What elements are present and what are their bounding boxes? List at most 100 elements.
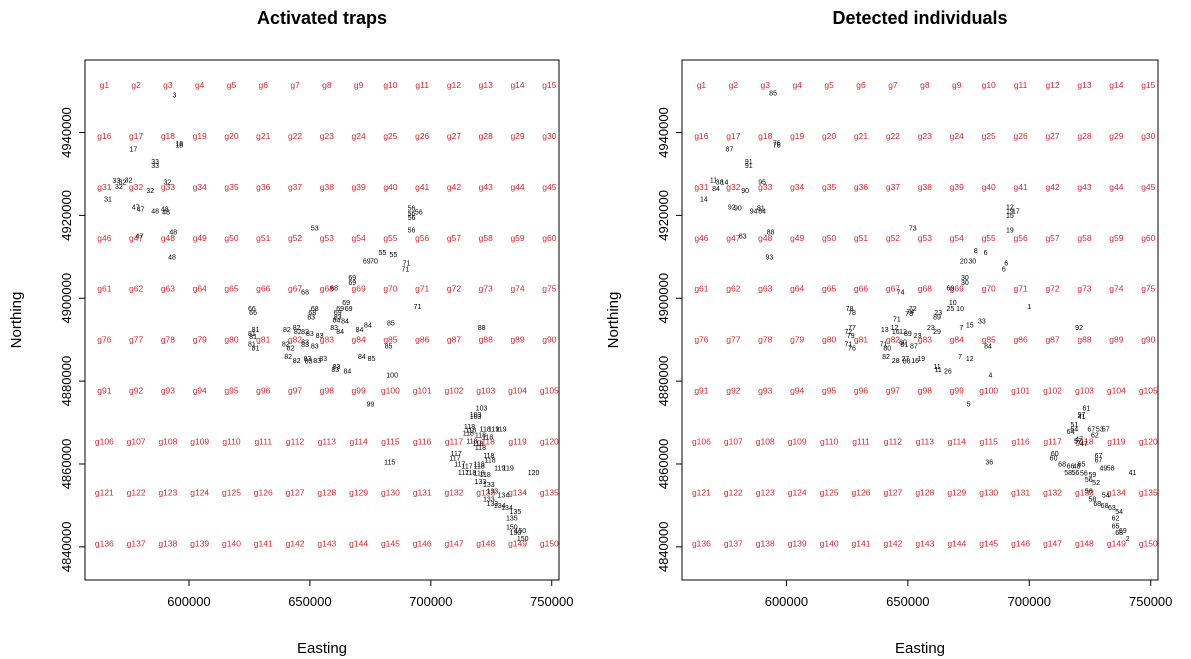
grid-cell-label: g103	[476, 386, 495, 396]
grid-cell-label: g20	[822, 131, 836, 141]
point-label: 71	[414, 304, 422, 311]
point-label: 119	[488, 426, 499, 433]
grid-cell-label: g60	[542, 233, 556, 243]
grid-cell-label: g106	[692, 437, 711, 447]
grid-cell-label: g100	[979, 386, 998, 396]
point-label: 47	[132, 205, 140, 212]
grid-cell-label: g9	[354, 80, 364, 90]
point-label: 103	[470, 414, 482, 421]
point-label: 17	[1012, 209, 1020, 216]
point-label: 41	[1129, 470, 1137, 477]
grid-cell-label: g129	[947, 488, 966, 498]
grid-cell-label: g26	[415, 131, 429, 141]
grid-cell-label: g85	[982, 335, 996, 345]
grid-cell-label: g104	[508, 386, 527, 396]
point-label: 83	[304, 356, 312, 363]
point-label: 69	[334, 310, 342, 317]
grid-cell-label: g81	[854, 335, 868, 345]
grid-cell-label: g83	[918, 335, 932, 345]
y-tick-label: 4840000	[59, 522, 74, 573]
point-label: 95	[758, 180, 766, 187]
point-label: 48	[169, 229, 177, 236]
point-label: 23	[927, 325, 935, 332]
grid-cell-label: g96	[854, 386, 868, 396]
grid-cell-label: g7	[290, 80, 300, 90]
grid-cell-label: g25	[982, 131, 996, 141]
point-label: 117	[449, 455, 460, 462]
grid-cell-label: g17	[726, 131, 740, 141]
y-tick-label: 4940000	[59, 107, 74, 158]
point-label: 58	[1064, 470, 1072, 477]
grid-cell-label: g100	[381, 386, 400, 396]
grid-cell-label: g52	[288, 233, 302, 243]
point-label: 19	[917, 356, 925, 363]
grid-cell-label: g95	[224, 386, 238, 396]
point-label: 134	[501, 505, 513, 512]
point-label: 23	[934, 310, 942, 317]
grid-cell-label: g45	[1141, 182, 1155, 192]
grid-cell-label: g84	[352, 335, 366, 345]
grid-cell-label: g76	[694, 335, 708, 345]
grid-cell-label: g93	[758, 386, 772, 396]
point-label: 69	[342, 300, 350, 307]
point-label: 56	[1072, 470, 1080, 477]
point-label: 134	[498, 493, 510, 500]
point-label: 100	[386, 372, 398, 379]
point-label: 76	[773, 142, 781, 149]
point-label: 54	[1102, 493, 1110, 500]
point-label: 69	[348, 280, 356, 287]
point-label: 87	[725, 147, 733, 154]
grid-cell-label: g4	[792, 80, 802, 90]
point-label: 118	[475, 445, 486, 452]
point-label: 80	[883, 345, 891, 352]
point-label: 48	[162, 210, 170, 217]
point-label: 83	[307, 314, 315, 321]
grid-cell-label: g137	[127, 539, 146, 549]
grid-cell-label: g123	[158, 488, 177, 498]
grid-cell-label: g57	[1045, 233, 1059, 243]
grid-cell-label: g48	[758, 233, 772, 243]
grid-cell-label: g65	[822, 284, 836, 294]
grid-cell-label: g108	[158, 437, 177, 447]
point-label: 133	[487, 501, 499, 508]
point-label: 118	[474, 471, 485, 478]
grid-cell-label: g124	[190, 488, 209, 498]
point-label: 64	[1070, 426, 1078, 433]
point-label: 30	[961, 275, 969, 282]
grid-cell-label: g89	[1109, 335, 1123, 345]
grid-cell-label: g90	[1141, 335, 1155, 345]
grid-cell-label: g142	[883, 539, 902, 549]
point-label: 68	[1101, 503, 1109, 510]
grid-cell-label: g69	[352, 284, 366, 294]
grid-cell-label: g116	[413, 437, 432, 447]
grid-cell-label: g25	[383, 131, 397, 141]
panel-activated-traps: Activated traps 600000 650000 700000 750000 4…	[8, 8, 573, 657]
grid-cell-label: g135	[540, 488, 559, 498]
grid-cell-label: g27	[1045, 131, 1059, 141]
point-label: 117	[462, 464, 473, 471]
point-label: 89	[904, 331, 912, 338]
point-label: 19	[1006, 209, 1014, 216]
grid-cell-label: g59	[510, 233, 524, 243]
point-label: 30	[968, 258, 976, 265]
point-label: 15	[966, 323, 974, 330]
grid-cell-label: g17	[129, 131, 143, 141]
grid-cell-label: g32	[129, 182, 143, 192]
grid-cell-label: g64	[790, 284, 804, 294]
grid-cell-label: g51	[854, 233, 868, 243]
point-label: 65	[1078, 461, 1086, 468]
grid-cell-label: g59	[1109, 233, 1123, 243]
grid-cell-label: g107	[127, 437, 146, 447]
grid-cell-label: g70	[982, 284, 996, 294]
grid-cell-label: g15	[542, 80, 556, 90]
grid-cell-label: g91	[694, 386, 708, 396]
point-label: 62	[1112, 515, 1120, 522]
grid-cell-label: g128	[915, 488, 934, 498]
point-label: 58	[1089, 497, 1097, 504]
point-label: 119	[503, 466, 514, 473]
grid-cell-label: g45	[542, 182, 556, 192]
grid-cell-label: g20	[224, 131, 238, 141]
point-label: 47	[137, 207, 145, 214]
grid-cell-label: g36	[854, 182, 868, 192]
point-label: 33	[113, 178, 121, 185]
